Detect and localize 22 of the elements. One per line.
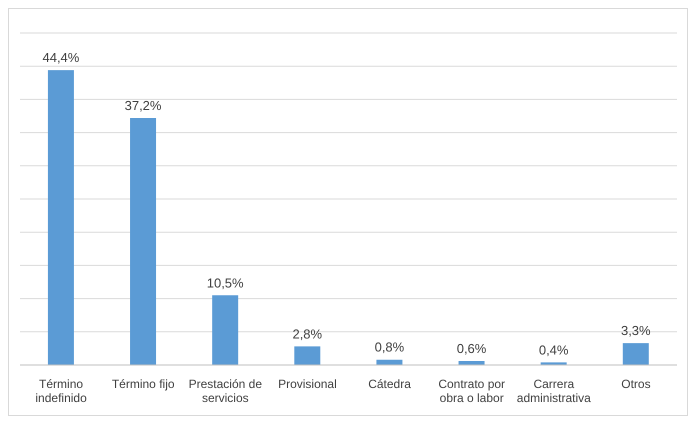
bar [212,295,238,365]
x-tick-label: Cátedra [368,376,412,391]
x-tick-label: Contrato por obra o labor [438,376,506,406]
x-tick-label: Término indefinido [35,376,88,406]
data-label: 3,3% [620,323,652,338]
data-label: 0,4% [538,342,569,358]
data-label: 10,5% [206,275,244,290]
bar [294,346,320,365]
bar [622,343,649,365]
data-label: 0,6% [456,341,487,356]
data-label: 44,4% [42,50,80,66]
x-tick-label: Término fijo [112,376,175,391]
x-tick-label: Provisional [278,376,337,391]
x-tick-label: Prestación de servicios [188,376,262,406]
x-tick-label: Carrera administrativa [516,376,592,406]
bar [48,70,74,365]
data-label: 37,2% [124,98,162,113]
x-tick-label: Otros [621,376,651,391]
bar [376,360,402,365]
data-label: 2,8% [292,326,323,342]
data-label: 0,8% [374,340,405,355]
bar [130,118,156,365]
